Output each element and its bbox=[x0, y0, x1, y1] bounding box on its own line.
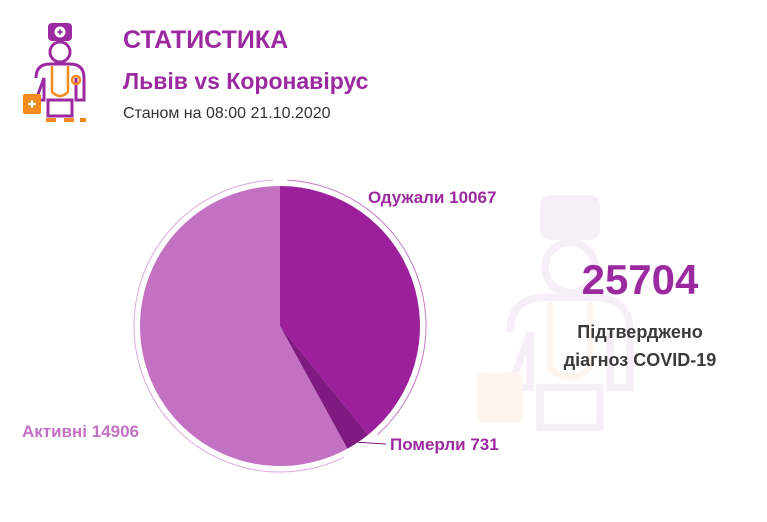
page-subtitle: Львів vs Коронавірус bbox=[123, 68, 369, 94]
total-label-line2: діагноз COVID-19 bbox=[563, 350, 717, 370]
total-confirmed-value: 25704 bbox=[581, 256, 699, 303]
total-confirmed-label: Підтверджено діагноз COVID-19 bbox=[540, 318, 740, 374]
doctor-logo-icon bbox=[23, 23, 86, 122]
pie-ring-3 bbox=[133, 179, 344, 473]
doctor-watermark-icon bbox=[477, 195, 634, 432]
as-of-timestamp: Станом на 08:00 21.10.2020 bbox=[123, 105, 331, 122]
pie-ring-1 bbox=[287, 179, 427, 436]
pie-label-1: Одужали 10067 bbox=[368, 188, 496, 207]
pie-label-3: Активні 14906 bbox=[22, 422, 139, 441]
page-title: СТАТИСТИКА bbox=[123, 26, 289, 54]
total-label-line1: Підтверджено bbox=[577, 322, 703, 342]
pie-label-2: Померли 731 bbox=[390, 435, 499, 454]
pie-slice-1 bbox=[280, 186, 420, 435]
pie-leader-2 bbox=[358, 441, 387, 445]
pie-slice-2 bbox=[280, 326, 369, 449]
pie-slice-3 bbox=[139, 186, 348, 466]
